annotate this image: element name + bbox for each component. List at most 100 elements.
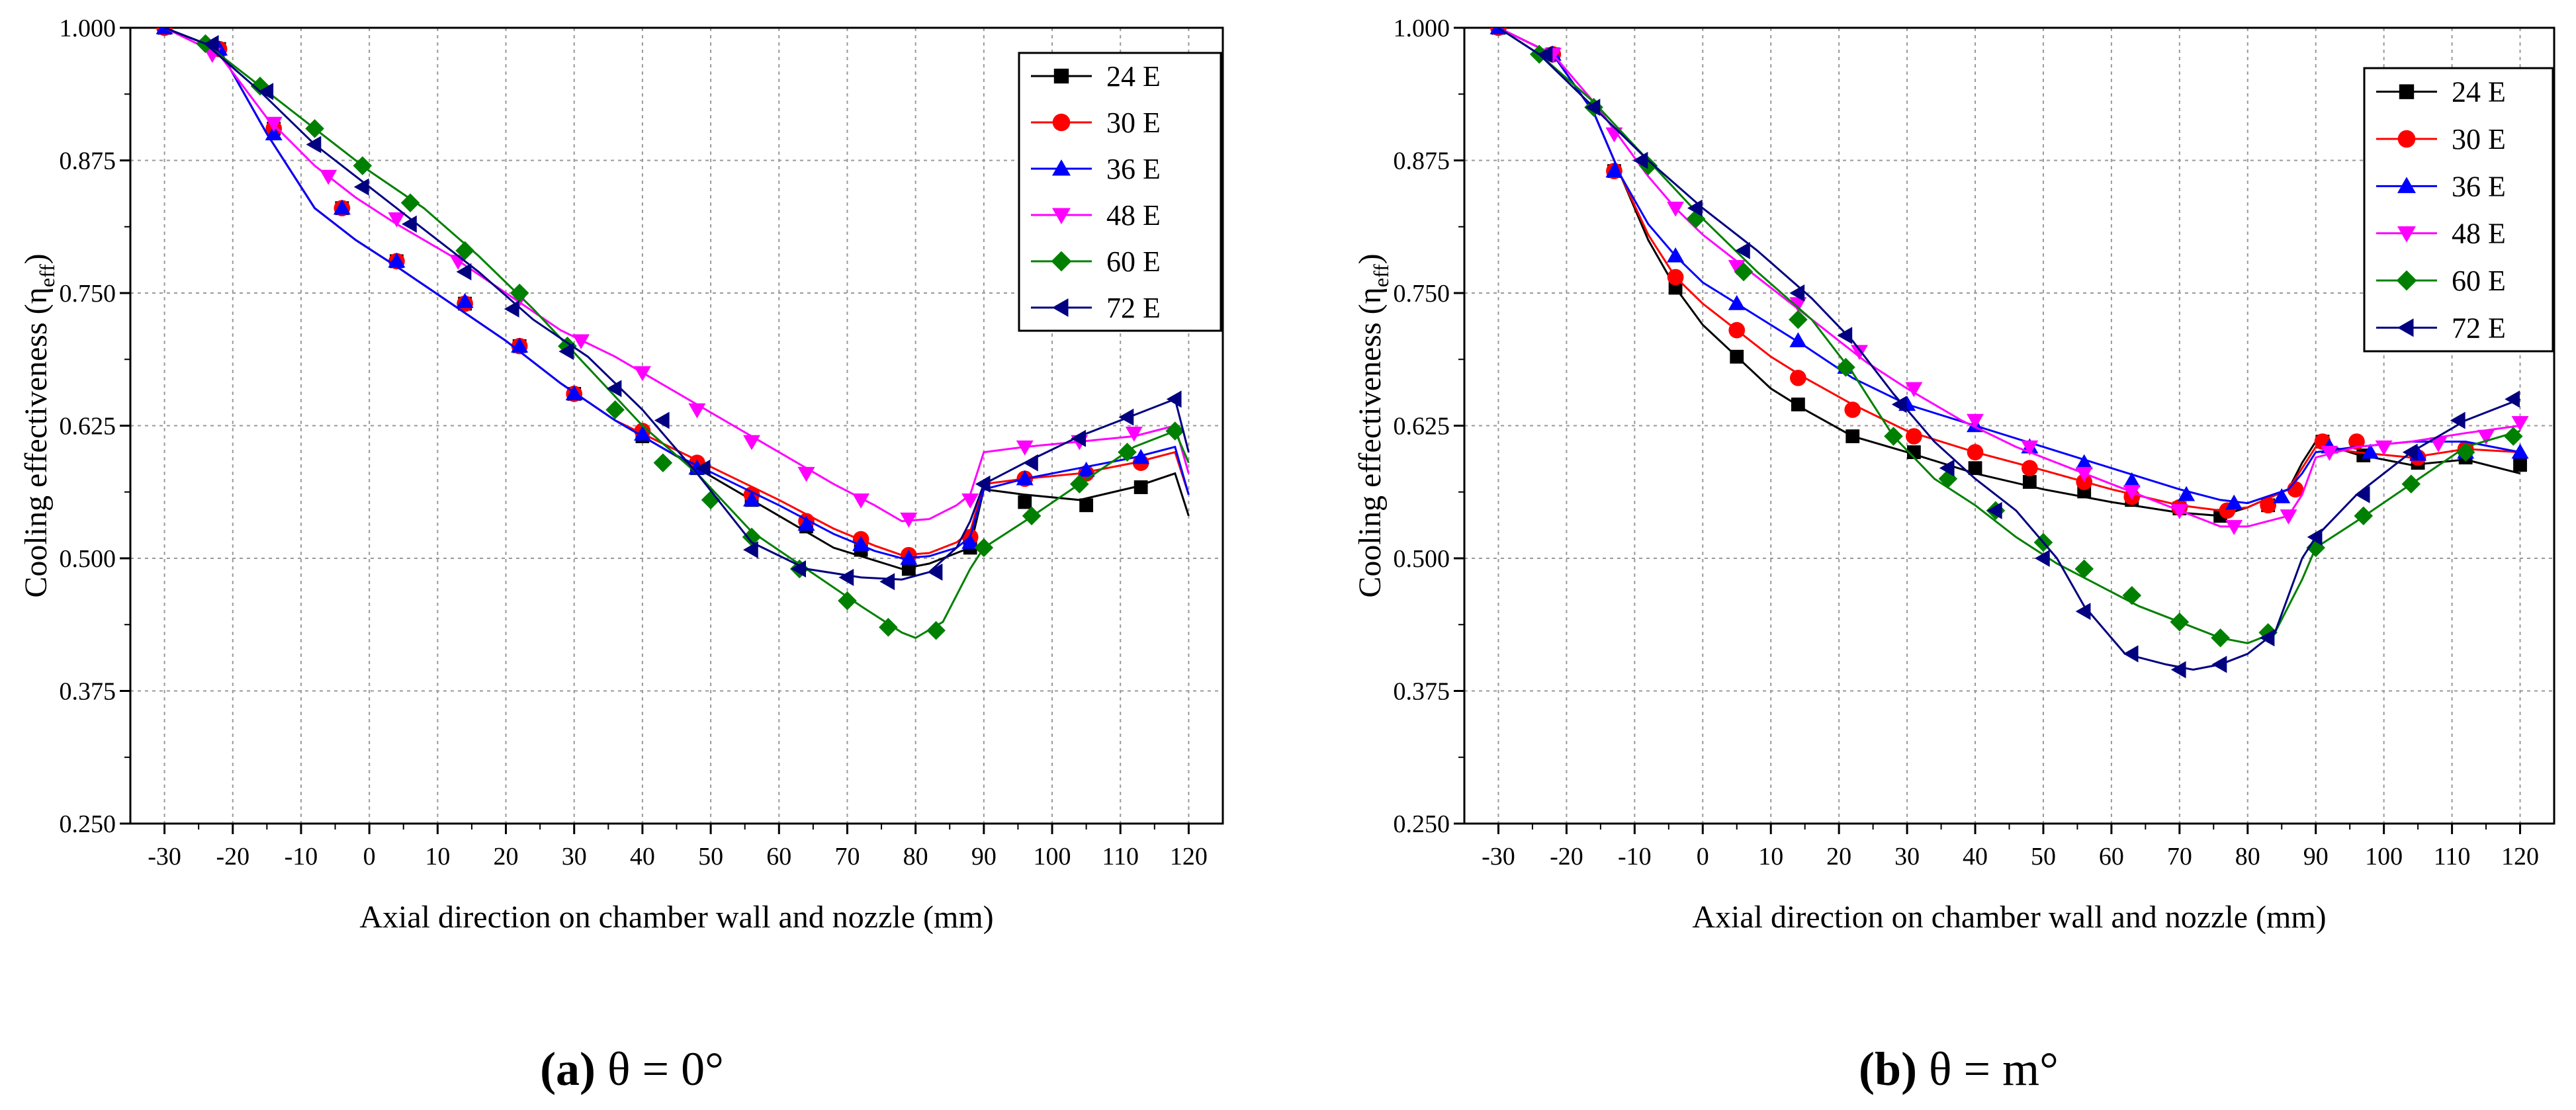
- panel-b-series-36e-point: [1667, 247, 1685, 263]
- panel-a-legend-24e-marker: [1053, 68, 1069, 84]
- panel-b-x-tick-label-7: 40: [1963, 843, 1988, 871]
- panel-a-series-72e-point: [1166, 390, 1182, 408]
- panel-a-series-24e-point: [1079, 498, 1094, 513]
- panel-a-series-72e-point: [258, 83, 274, 101]
- panel-a-series-48e-point: [1016, 440, 1034, 456]
- panel-b-x-tick-label-11: 80: [2235, 843, 2260, 871]
- panel-b-series-72e-point: [1837, 327, 1853, 345]
- panel-b-legend-box: [2363, 67, 2554, 353]
- panel-a-y-axis-title-close: ): [19, 253, 54, 264]
- panel-a-series-60e-point: [1118, 443, 1137, 462]
- panel-b-series-36e-point: [2178, 486, 2196, 501]
- panel-a-series-60e-point: [510, 283, 529, 303]
- panel-b-series-60e-point: [1734, 262, 1754, 282]
- panel-b-series-60e-point: [2074, 559, 2094, 579]
- panel-b-series-48e-point: [2375, 440, 2393, 456]
- panel-b-y-axis-title: Cooling effectiveness (ηeff): [1353, 253, 1393, 597]
- panel-b-legend-30e-marker: [2397, 130, 2416, 148]
- panel-b-series-36e-point: [1728, 295, 1746, 310]
- panel-a-series-60e-point: [305, 119, 324, 138]
- panel-b-y-tick-label-1: 0.375: [1394, 678, 1450, 706]
- panel-b-series-60e-point: [1836, 357, 1855, 377]
- panel-b-series-72e-point: [2307, 528, 2323, 546]
- panel-b-y-tick-label-3: 0.625: [1394, 413, 1450, 441]
- panel-b-series-48e-point: [2321, 445, 2338, 461]
- panel-a-x-tick-label-8: 50: [698, 843, 723, 871]
- panel-a-series-60e-point: [1070, 474, 1089, 494]
- panel-a-x-tick-label-12: 90: [971, 843, 997, 871]
- panel-b-series-60e-point: [2211, 628, 2230, 648]
- panel-a-series-48e-point: [852, 493, 870, 509]
- panel-a-series-72e-point: [1118, 408, 1134, 426]
- panel-a-series-24e-point: [1018, 495, 1032, 509]
- panel-b-series-72e-point: [1735, 241, 1750, 259]
- panel-a-x-tick-label-15: 120: [1170, 843, 1208, 871]
- panel-a-x-tick-label-5: 20: [494, 843, 519, 871]
- panel-b-series-30e-point: [1906, 428, 1922, 445]
- panel-b-series-72e-point: [1891, 396, 1907, 413]
- panel-a-y-tick-label-6: 1.000: [60, 15, 116, 42]
- panel-b-series-72e-point: [1687, 199, 1703, 217]
- panel-a-series-36e-point: [900, 550, 918, 565]
- panel-b-legend-30e-label: 30 E: [2452, 123, 2506, 155]
- panel-b-series-72e-point: [2075, 603, 2091, 620]
- panel-a-series-60e-point: [742, 527, 762, 547]
- panel-b-series-48e-point: [2075, 466, 2093, 482]
- panel-a-series-36e-point: [852, 536, 870, 551]
- panel-a-series-72e-point: [504, 300, 519, 318]
- panel-b-series-24e-point: [2513, 458, 2527, 472]
- panel-b-series-72e-point: [2259, 629, 2275, 647]
- panel-b-series-60e-point: [1938, 469, 1958, 488]
- panel-a-x-tick-label-14: 110: [1102, 843, 1139, 871]
- panel-b-x-axis-title: Axial direction on chamber wall and nozz…: [1692, 900, 2326, 935]
- panel-b-y-tick-label-5: 0.875: [1394, 148, 1450, 175]
- panel-a-series-72e-point: [695, 459, 711, 477]
- panel-b-series-72e-point: [2402, 443, 2418, 461]
- panel-a-series-60e-point: [974, 538, 994, 558]
- panel-b-series-60e-point: [1686, 209, 1706, 229]
- panel-a-series-48e-point: [320, 169, 337, 185]
- panel-b-caption-text: θ = m°: [1917, 1043, 2059, 1095]
- panel-b-series-group: [1489, 28, 2529, 679]
- panel-a-series-72e-point: [306, 136, 322, 153]
- panel-a-series-72e-point: [927, 563, 943, 581]
- panel-b-x-tick-label-0: -30: [1482, 843, 1515, 871]
- panel-a-series-60e-point: [926, 620, 946, 640]
- panel-b-series-72e-point: [2354, 486, 2370, 503]
- panel-b-series-72e-point: [1789, 284, 1805, 302]
- panel-b-x-tick-label-1: -20: [1550, 843, 1583, 871]
- panel-a-x-tick-label-4: 10: [425, 843, 450, 871]
- panel-a-series-36e-point: [961, 533, 979, 549]
- panel-b-y-tick-label-2: 0.500: [1394, 545, 1450, 573]
- panel-a-series-72e-point: [606, 380, 622, 398]
- panel-a-series-36e-point: [388, 252, 406, 268]
- panel-a-legend-30e-marker: [1052, 113, 1071, 132]
- panel-a-series-36e-point: [265, 125, 283, 141]
- panel-a-y-tick-label-0: 0.250: [60, 810, 116, 838]
- panel-b-series-48e-point: [1967, 413, 1984, 429]
- panel-b-x-tick-label-12: 90: [2303, 843, 2329, 871]
- panel-a-y-tick-label-1: 0.375: [60, 678, 116, 706]
- panel-b-series-60e-point: [1789, 310, 1808, 329]
- panel-a-legend-60e-label: 60 E: [1106, 245, 1161, 278]
- panel-a-caption-text: θ = 0°: [596, 1043, 724, 1095]
- panel-a-series-72e-point: [456, 263, 472, 280]
- panel-a-series-48e-point: [1125, 426, 1143, 442]
- panel-a-series-72e-point: [654, 411, 670, 429]
- panel-b-series-24e-point: [1906, 445, 1921, 459]
- panel-b-series-48e-point: [1905, 382, 1923, 398]
- panel-b-series-48e-point: [2123, 485, 2141, 500]
- panel-b-series-60e-point: [2354, 506, 2374, 526]
- panel-b-series-60e-point: [1884, 427, 1903, 446]
- panel-a-series-60e-point: [879, 617, 898, 637]
- panel-a-x-tick-label-10: 70: [834, 843, 860, 871]
- panel-b-series-72e-point: [2034, 550, 2050, 567]
- panel-b-series-30e-point: [1728, 321, 1746, 339]
- panel-b-series-60e-point: [2122, 585, 2142, 605]
- panel-a-series-48e-point: [797, 466, 815, 482]
- panel-b-series-48e-point: [2280, 509, 2297, 525]
- panel-b-legend-36e-label: 36 E: [2452, 170, 2506, 202]
- panel-a-series-60e-point: [838, 591, 857, 611]
- panel-b-caption: (b) θ = m°: [1859, 1043, 2059, 1095]
- panel-b-legend-60e-marker: [2396, 270, 2417, 291]
